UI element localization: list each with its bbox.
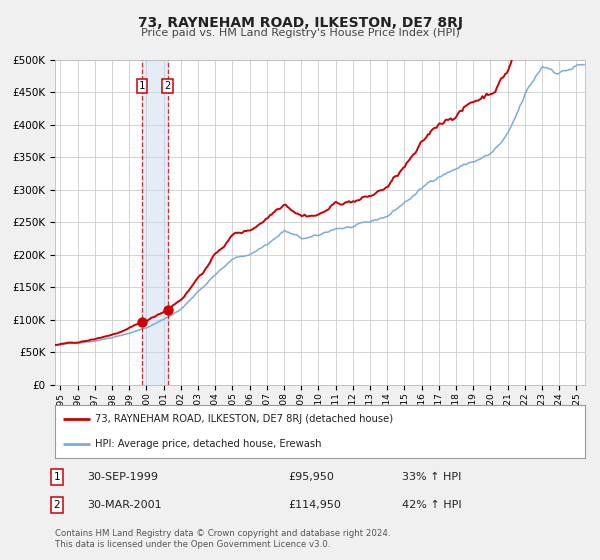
Text: 42% ↑ HPI: 42% ↑ HPI — [402, 500, 461, 510]
Text: 2: 2 — [165, 81, 171, 91]
Text: Contains HM Land Registry data © Crown copyright and database right 2024.: Contains HM Land Registry data © Crown c… — [55, 529, 391, 538]
Point — [137, 318, 147, 327]
Text: 2: 2 — [53, 500, 61, 510]
Text: HPI: Average price, detached house, Erewash: HPI: Average price, detached house, Erew… — [95, 439, 322, 449]
Text: This data is licensed under the Open Government Licence v3.0.: This data is licensed under the Open Gov… — [55, 540, 331, 549]
Text: 30-MAR-2001: 30-MAR-2001 — [87, 500, 161, 510]
Text: 30-SEP-1999: 30-SEP-1999 — [87, 472, 158, 482]
Point — [163, 306, 173, 315]
Text: 73, RAYNEHAM ROAD, ILKESTON, DE7 8RJ (detached house): 73, RAYNEHAM ROAD, ILKESTON, DE7 8RJ (de… — [95, 414, 393, 424]
Bar — [142, 60, 168, 385]
Text: 73, RAYNEHAM ROAD, ILKESTON, DE7 8RJ: 73, RAYNEHAM ROAD, ILKESTON, DE7 8RJ — [137, 16, 463, 30]
Text: 33% ↑ HPI: 33% ↑ HPI — [402, 472, 461, 482]
Text: £95,950: £95,950 — [288, 472, 334, 482]
Text: 1: 1 — [53, 472, 61, 482]
Text: £114,950: £114,950 — [288, 500, 341, 510]
Text: Price paid vs. HM Land Registry's House Price Index (HPI): Price paid vs. HM Land Registry's House … — [140, 28, 460, 38]
Text: 1: 1 — [139, 81, 145, 91]
